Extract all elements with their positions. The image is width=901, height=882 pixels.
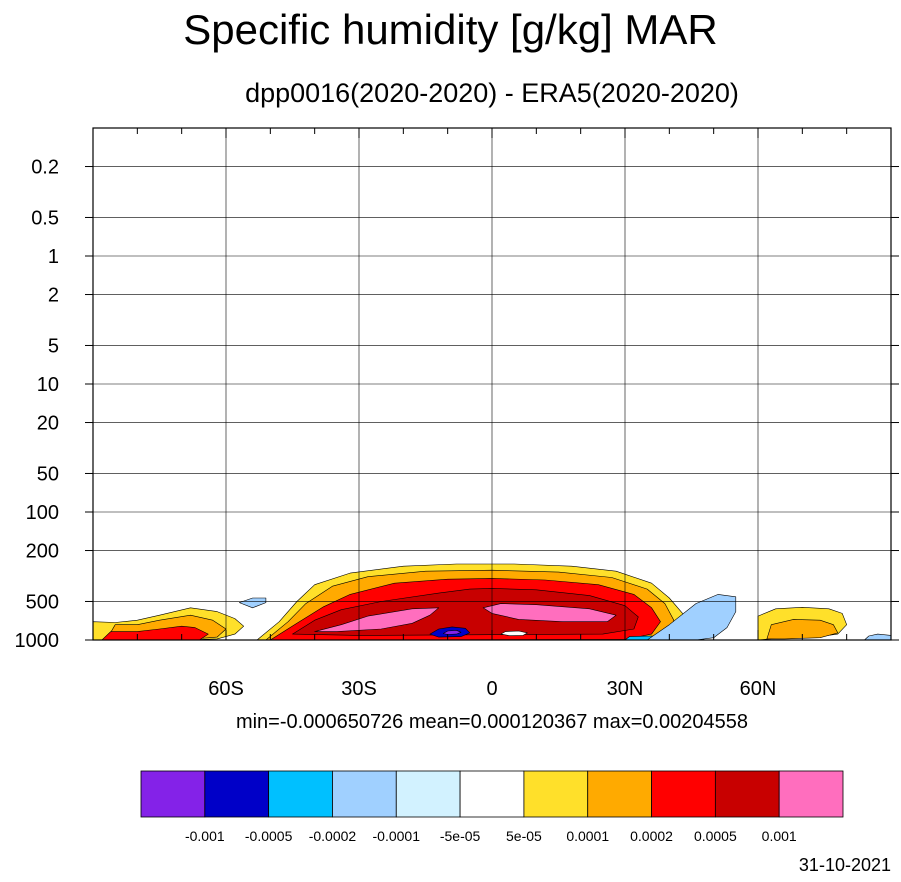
grid-lines bbox=[93, 128, 891, 641]
colorbar-label: 0.001 bbox=[762, 828, 797, 844]
y-tick-label: 100 bbox=[26, 502, 59, 524]
y-tick-label: 1 bbox=[48, 246, 59, 268]
contour-lightblue-south-blob bbox=[239, 597, 267, 609]
colorbar-label: -5e-05 bbox=[440, 828, 481, 844]
y-tick-label: 200 bbox=[26, 541, 59, 563]
colorbar-label: -0.0002 bbox=[309, 828, 357, 844]
colorbar-box bbox=[268, 770, 333, 818]
contour-fills bbox=[92, 563, 892, 641]
y-tick-labels: 0.2 0.5 1 2 5 10 20 50 100 200 500 1000 bbox=[15, 157, 60, 652]
x-tick-label: 30N bbox=[607, 678, 644, 700]
x-tick-label: 0 bbox=[486, 678, 497, 700]
date-label: 31-10-2021 bbox=[798, 855, 891, 875]
y-tick-label: 0.2 bbox=[31, 157, 59, 179]
y-tick-label: 500 bbox=[26, 591, 59, 613]
y-tick-label: 0.5 bbox=[31, 207, 59, 229]
y-tick-label: 20 bbox=[37, 413, 59, 435]
axis-ticks bbox=[85, 128, 899, 641]
colorbar-labels: -0.001 -0.0005 -0.0002 -0.0001 -5e-05 5e-05 0.… bbox=[185, 828, 797, 844]
colorbar bbox=[140, 770, 844, 818]
colorbar-box bbox=[523, 770, 589, 818]
x-tick-labels: 60S 30S 0 30N 60N bbox=[208, 678, 776, 700]
colorbar-label: -0.0005 bbox=[245, 828, 293, 844]
x-tick-label: 60N bbox=[740, 678, 777, 700]
y-tick-label: 10 bbox=[37, 374, 59, 396]
colorbar-label: -0.0001 bbox=[373, 828, 421, 844]
y-tick-label: 5 bbox=[48, 335, 59, 357]
contour-nh-orange bbox=[766, 619, 839, 640]
chart-subtitle: dpp0016(2020-2020) - ERA5(2020-2020) bbox=[245, 78, 739, 108]
colorbar-box bbox=[587, 770, 652, 818]
contour-white-cell-center bbox=[500, 630, 528, 637]
colorbar-box bbox=[651, 770, 716, 818]
x-tick-label: 30S bbox=[341, 678, 377, 700]
colorbar-label: 0.0001 bbox=[566, 828, 609, 844]
contour-lightblue-north bbox=[646, 594, 737, 641]
colorbar-box bbox=[459, 770, 525, 818]
plot-frame bbox=[92, 127, 892, 641]
colorbar-box bbox=[204, 770, 270, 818]
colorbar-box bbox=[395, 770, 461, 818]
colorbar-label: -0.001 bbox=[185, 828, 225, 844]
colorbar-label: 0.0005 bbox=[694, 828, 737, 844]
contour-pink-east bbox=[482, 603, 617, 623]
colorbar-box bbox=[778, 770, 844, 818]
chart-title: Specific humidity [g/kg] MAR bbox=[183, 6, 718, 53]
y-tick-label: 2 bbox=[48, 285, 59, 307]
colorbar-box bbox=[714, 770, 780, 818]
colorbar-label: 0.0002 bbox=[630, 828, 673, 844]
stats-text: min=-0.000650726 mean=0.000120367 max=0.… bbox=[235, 711, 749, 733]
y-tick-label: 1000 bbox=[15, 630, 60, 652]
colorbar-box bbox=[332, 770, 397, 818]
y-tick-label: 50 bbox=[37, 463, 59, 485]
colorbar-box bbox=[140, 770, 206, 818]
contour-lightblue-pole bbox=[864, 633, 892, 641]
colorbar-label: 5e-05 bbox=[506, 828, 542, 844]
x-tick-label: 60S bbox=[208, 678, 244, 700]
